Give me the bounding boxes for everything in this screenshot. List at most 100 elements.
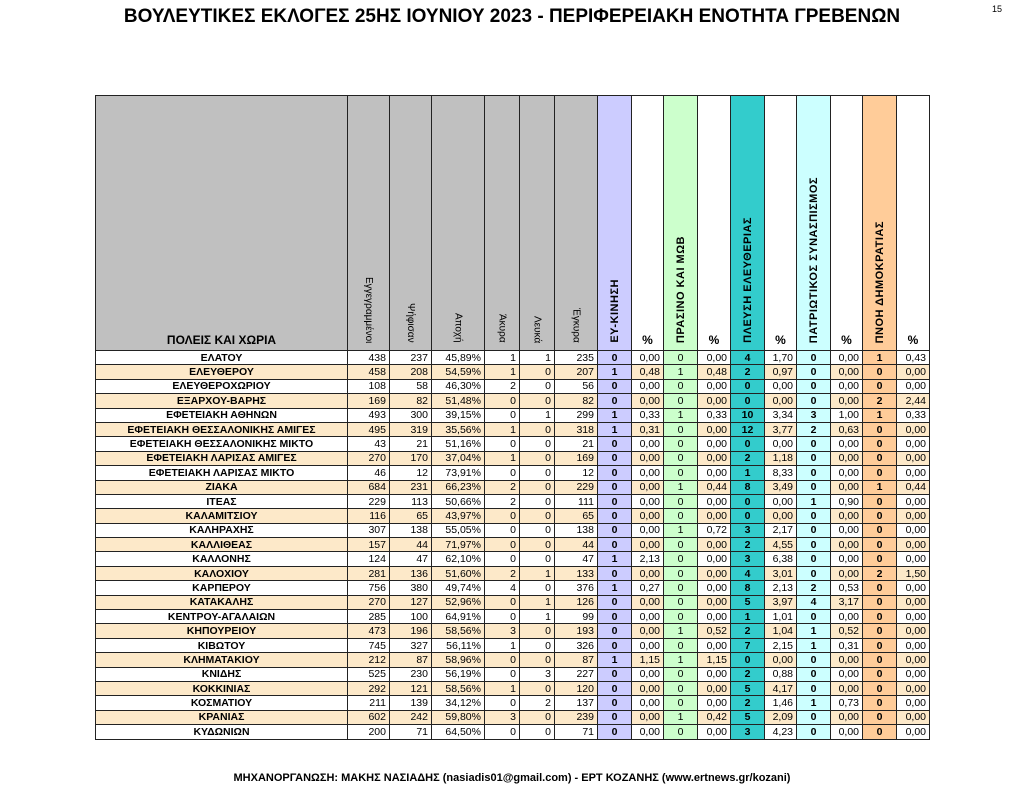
cell-name: ΚΝΙΔΗΣ	[95, 666, 348, 682]
cell-name: ΚΑΤΑΚΑΛΗΣ	[95, 594, 348, 611]
cell-registered: 169	[347, 393, 390, 409]
header-pct: %	[896, 95, 930, 351]
cell-plefsi: 7	[730, 637, 765, 654]
cell-valid: 99	[554, 609, 598, 625]
cell-pnoi-pct: 0,00	[896, 609, 930, 625]
cell-patriotikos: 2	[796, 421, 831, 438]
cell-ey-kinisi-pct: 0,00	[631, 522, 664, 539]
cell-abstention: 62,10%	[431, 551, 485, 567]
cell-blank: 2	[519, 695, 555, 711]
cell-valid: 326	[554, 637, 598, 654]
cell-ey-kinisi: 0	[597, 393, 632, 409]
cell-plefsi-pct: 6,38	[764, 551, 797, 567]
cell-registered: 229	[347, 493, 390, 510]
cell-name: ΕΦΕΤΕΙΑΚΗ ΛΑΡΙΣΑΣ ΑΜΙΓΕΣ	[95, 450, 348, 467]
cell-prasino: 0	[663, 666, 698, 682]
cell-plefsi-pct: 3,77	[764, 421, 797, 438]
cell-patriotikos-pct: 0,00	[830, 709, 863, 726]
cell-prasino-pct: 0,00	[697, 436, 731, 452]
header-registered: Εγγεγραμμένοι	[347, 95, 390, 351]
cell-pnoi-pct: 0,00	[896, 724, 930, 740]
cell-invalid: 0	[484, 537, 520, 553]
table-row: ΚΑΛΑΜΙΤΣΙΟΥ 116 65 43,97% 0 0 65 0 0,00 0 0,00 0 0,0…	[95, 508, 930, 524]
table-row: ΕΞΑΡΧΟΥ-ΒΑΡΗΣ 169 82 51,48% 0 0 82 0 0,00 0 0,00 0 0…	[95, 393, 930, 409]
cell-prasino-pct: 0,00	[697, 465, 731, 481]
cell-voted: 242	[389, 709, 432, 726]
cell-plefsi-pct: 2,17	[764, 522, 797, 539]
table-row: ΙΤΕΑΣ 229 113 50,66% 2 0 111 0 0,00 0 0,00 0 0,00 1 0,…	[95, 493, 930, 510]
cell-ey-kinisi-pct: 0,00	[631, 493, 664, 510]
cell-plefsi-pct: 0,00	[764, 652, 797, 668]
cell-voted: 327	[389, 637, 432, 654]
table-row: ΚΟΣΜΑΤΙΟΥ 211 139 34,12% 0 2 137 0 0,00 0 0,00 2 1,4…	[95, 695, 930, 711]
cell-patriotikos-pct: 0,00	[830, 393, 863, 409]
cell-blank: 0	[519, 637, 555, 654]
cell-ey-kinisi: 1	[597, 580, 632, 596]
cell-patriotikos-pct: 0,00	[830, 508, 863, 524]
cell-pnoi-pct: 0,00	[896, 537, 930, 553]
cell-ey-kinisi-pct: 0,00	[631, 680, 664, 697]
cell-valid: 229	[554, 479, 598, 495]
cell-registered: 473	[347, 623, 390, 639]
cell-plefsi: 0	[730, 652, 765, 668]
cell-prasino: 1	[663, 623, 698, 639]
cell-invalid: 0	[484, 508, 520, 524]
cell-prasino: 1	[663, 652, 698, 668]
cell-pnoi: 0	[862, 680, 897, 697]
cell-valid: 138	[554, 522, 598, 539]
cell-patriotikos: 1	[796, 493, 831, 510]
cell-plefsi: 3	[730, 522, 765, 539]
cell-valid: 169	[554, 450, 598, 467]
cell-invalid: 0	[484, 551, 520, 567]
cell-blank: 0	[519, 450, 555, 467]
cell-patriotikos-pct: 0,00	[830, 364, 863, 380]
cell-patriotikos: 1	[796, 623, 831, 639]
cell-pnoi: 0	[862, 724, 897, 740]
cell-pnoi: 0	[862, 421, 897, 438]
cell-prasino-pct: 0,00	[697, 580, 731, 596]
cell-pnoi: 0	[862, 652, 897, 668]
cell-prasino-pct: 0,00	[697, 393, 731, 409]
header-party-ey-kinisi: ΕΥ-ΚΙΝΗΣΗ	[597, 95, 632, 351]
cell-blank: 0	[519, 508, 555, 524]
cell-prasino-pct: 0,00	[697, 609, 731, 625]
cell-plefsi-pct: 0,00	[764, 493, 797, 510]
cell-abstention: 35,56%	[431, 421, 485, 438]
cell-patriotikos: 0	[796, 522, 831, 539]
cell-prasino-pct: 0,00	[697, 637, 731, 654]
cell-ey-kinisi: 0	[597, 508, 632, 524]
cell-registered: 116	[347, 508, 390, 524]
cell-patriotikos-pct: 0,00	[830, 522, 863, 539]
cell-prasino: 0	[663, 537, 698, 553]
cell-abstention: 73,91%	[431, 465, 485, 481]
cell-invalid: 4	[484, 580, 520, 596]
cell-blank: 0	[519, 623, 555, 639]
cell-registered: 281	[347, 565, 390, 582]
cell-pnoi: 0	[862, 378, 897, 395]
cell-pnoi: 0	[862, 450, 897, 467]
cell-registered: 495	[347, 421, 390, 438]
cell-plefsi-pct: 1,70	[764, 349, 797, 366]
cell-pnoi-pct: 0,00	[896, 436, 930, 452]
cell-name: ΚΑΛΗΡΑΧΗΣ	[95, 522, 348, 539]
cell-invalid: 2	[484, 479, 520, 495]
cell-abstention: 56,11%	[431, 637, 485, 654]
cell-name: ΚΑΛΟΧΙΟΥ	[95, 565, 348, 582]
table-row: ΚΑΛΛΟΝΗΣ 124 47 62,10% 0 0 47 1 2,13 0 0,00 3 6,38 0 0…	[95, 551, 930, 567]
cell-ey-kinisi: 0	[597, 680, 632, 697]
cell-patriotikos-pct: 0,53	[830, 580, 863, 596]
cell-plefsi: 3	[730, 551, 765, 567]
cell-patriotikos: 0	[796, 378, 831, 395]
cell-abstention: 34,12%	[431, 695, 485, 711]
cell-plefsi: 8	[730, 479, 765, 495]
cell-pnoi: 0	[862, 695, 897, 711]
cell-prasino: 0	[663, 393, 698, 409]
cell-prasino: 0	[663, 450, 698, 467]
cell-ey-kinisi: 1	[597, 652, 632, 668]
cell-ey-kinisi-pct: 0,00	[631, 609, 664, 625]
cell-ey-kinisi-pct: 0,00	[631, 508, 664, 524]
cell-prasino: 0	[663, 695, 698, 711]
cell-pnoi-pct: 0,33	[896, 407, 930, 423]
cell-abstention: 64,50%	[431, 724, 485, 740]
cell-registered: 270	[347, 594, 390, 611]
